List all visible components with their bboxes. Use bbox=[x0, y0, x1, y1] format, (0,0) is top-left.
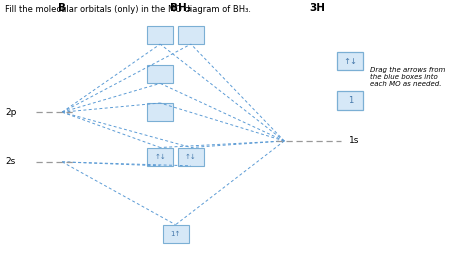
FancyBboxPatch shape bbox=[178, 148, 204, 166]
FancyBboxPatch shape bbox=[147, 148, 173, 166]
Text: ↑↓: ↑↓ bbox=[155, 154, 166, 160]
Text: Drag the arrows from
the blue boxes into
each MO as needed.: Drag the arrows from the blue boxes into… bbox=[370, 66, 445, 87]
FancyBboxPatch shape bbox=[147, 103, 173, 121]
Text: 1↑: 1↑ bbox=[170, 231, 181, 237]
Text: ↑↓: ↑↓ bbox=[185, 154, 197, 160]
FancyBboxPatch shape bbox=[147, 65, 173, 83]
Text: 2p: 2p bbox=[5, 108, 17, 117]
FancyBboxPatch shape bbox=[163, 225, 189, 243]
Text: 3H: 3H bbox=[310, 3, 325, 13]
Text: 1s: 1s bbox=[349, 136, 360, 146]
FancyBboxPatch shape bbox=[337, 52, 364, 70]
Text: Fill the molecular orbitals (only) in the MO diagram of BH₃.: Fill the molecular orbitals (only) in th… bbox=[5, 5, 251, 14]
Text: B: B bbox=[58, 3, 66, 13]
Text: 1: 1 bbox=[348, 96, 353, 105]
Text: BH₃: BH₃ bbox=[170, 3, 191, 13]
FancyBboxPatch shape bbox=[178, 26, 204, 44]
FancyBboxPatch shape bbox=[337, 91, 364, 110]
Text: ↑↓: ↑↓ bbox=[344, 57, 357, 66]
FancyBboxPatch shape bbox=[147, 26, 173, 44]
Text: 2s: 2s bbox=[5, 157, 16, 167]
